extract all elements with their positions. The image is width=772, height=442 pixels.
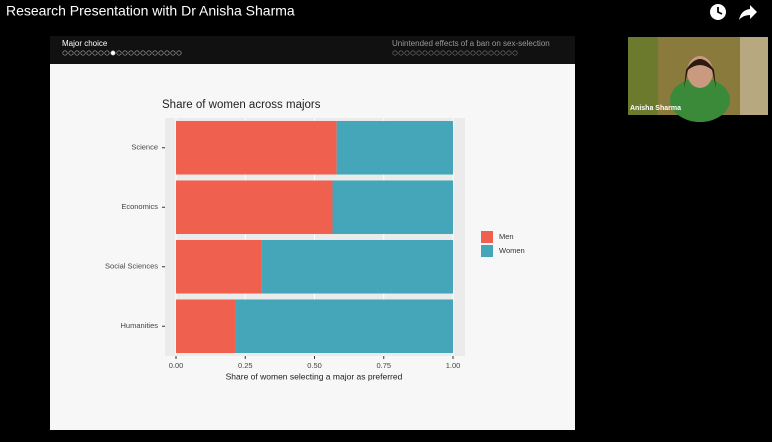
progress-dot — [470, 50, 476, 56]
bar-segment — [336, 120, 453, 175]
progress-dot — [140, 50, 146, 56]
bar-segment — [261, 239, 453, 294]
slide-nav-bar — [50, 36, 575, 64]
progress-dot — [428, 50, 434, 56]
progress-dot — [500, 50, 506, 56]
y-tick-label: Economics — [121, 202, 158, 211]
progress-dot — [62, 50, 68, 56]
bar-segment — [235, 299, 453, 354]
progress-dot — [488, 50, 494, 56]
progress-dot — [116, 50, 122, 56]
progress-dot — [104, 50, 110, 56]
presenter-body — [670, 78, 730, 122]
slide-nav-right: Unintended effects of a ban on sex-selec… — [392, 39, 550, 48]
legend-swatch — [481, 231, 493, 243]
bar-segment — [176, 239, 262, 294]
progress-dot — [398, 50, 404, 56]
progress-dot — [458, 50, 464, 56]
bar-segment — [176, 299, 236, 354]
video-title[interactable]: Research Presentation with Dr Anisha Sha… — [6, 3, 295, 19]
progress-dot — [74, 50, 80, 56]
progress-dot — [80, 50, 86, 56]
x-tick-label: 1.00 — [446, 361, 461, 370]
legend-swatch — [481, 245, 493, 257]
progress-dot — [68, 50, 74, 56]
clock-hands — [717, 7, 723, 15]
x-tick-label: 0.00 — [169, 361, 184, 370]
progress-dot — [494, 50, 500, 56]
chart-title: Share of women across majors — [162, 99, 321, 111]
progress-dot — [146, 50, 152, 56]
progress-dot — [434, 50, 440, 56]
progress-dot — [176, 50, 182, 56]
legend-label: Women — [499, 246, 525, 255]
bar-segment — [176, 180, 333, 235]
progress-dot — [170, 50, 176, 56]
x-tick-label: 0.75 — [376, 361, 391, 370]
slide-nav-left: Major choice — [62, 39, 108, 48]
progress-dot — [476, 50, 482, 56]
progress-dot — [506, 50, 512, 56]
progress-dot — [128, 50, 134, 56]
y-tick-label: Humanities — [120, 321, 158, 330]
progress-dot — [134, 50, 140, 56]
wall — [740, 37, 768, 115]
presenter-hair — [684, 59, 716, 88]
y-tick-label: Science — [131, 143, 158, 152]
y-tick-label: Social Sciences — [105, 262, 158, 271]
progress-dot — [416, 50, 422, 56]
progress-dot — [98, 50, 104, 56]
progress-dot — [482, 50, 488, 56]
progress-dot — [110, 50, 116, 56]
progress-dot — [422, 50, 428, 56]
x-axis-label: Share of women selecting a major as pref… — [226, 371, 403, 381]
watch-later-button[interactable] — [710, 4, 726, 20]
progress-dot — [164, 50, 170, 56]
progress-dot — [446, 50, 452, 56]
progress-dot — [410, 50, 416, 56]
progress-dot — [404, 50, 410, 56]
progress-dot — [122, 50, 128, 56]
bar-segment — [332, 180, 453, 235]
progress-dot — [440, 50, 446, 56]
x-tick-label: 0.50 — [307, 361, 322, 370]
progress-dot — [392, 50, 398, 56]
bar-segment — [176, 120, 337, 175]
progress-dot — [92, 50, 98, 56]
progress-dot — [512, 50, 518, 56]
curtain — [628, 37, 658, 115]
legend-label: Men — [499, 232, 514, 241]
progress-dot — [452, 50, 458, 56]
progress-dot — [158, 50, 164, 56]
progress-dot — [464, 50, 470, 56]
presenter-name: Anisha Sharma — [630, 105, 681, 112]
x-tick-label: 0.25 — [238, 361, 253, 370]
progress-dot — [152, 50, 158, 56]
share-button[interactable] — [739, 5, 757, 20]
progress-dot — [86, 50, 92, 56]
